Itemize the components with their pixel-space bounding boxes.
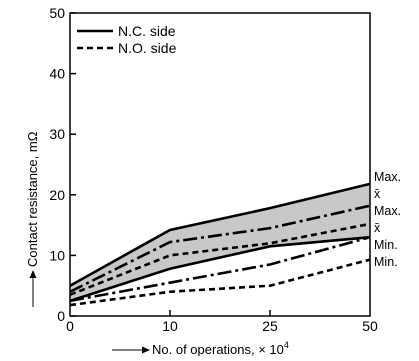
series-line-0 [69,182,371,287]
y-tick-label: 10 [49,247,65,263]
legend-label: N.O. side [118,40,177,56]
band-layer [70,183,370,301]
x-axis-label: No. of operations, × 104 [152,340,289,356]
series-line-1 [69,204,371,293]
end-label: x̄ [374,187,381,201]
tick-layer: 0 10 20 30 40 50 0 10 25 50 [49,5,378,334]
x-tick-label: 0 [66,318,74,334]
x-axis-title: No. of operations, × 104 [112,340,289,357]
series-layer [69,182,371,307]
end-labels: Max. x̄ Max. x̄ Min. Min. [374,170,401,269]
y-tick-label: 50 [49,5,65,21]
end-label: Max. [374,170,401,184]
y-axis-label: Contact resistance, mΩ [25,131,40,267]
y-axis-arrow-icon [29,270,37,278]
series-line-2 [69,235,371,303]
end-label: Min. [374,238,398,252]
x-tick-label: 25 [262,318,278,334]
band-n-c-side [70,183,370,301]
series-line-3 [69,222,371,296]
legend-label: N.C. side [118,23,176,39]
x-tick-label: 50 [362,318,378,334]
y-axis-title: Contact resistance, mΩ [25,131,40,307]
y-tick-label: 20 [49,187,65,203]
plot-frame [69,12,371,317]
x-axis-arrow-icon [142,346,150,354]
end-label: Max. [374,204,401,218]
end-label: x̄ [374,221,381,235]
y-tick-label: 30 [49,126,65,142]
series-line-4 [69,235,371,303]
x-tick-label: 10 [162,318,178,334]
end-label: Min. [374,255,398,269]
series-line-5 [69,258,371,307]
y-tick-label: 40 [49,66,65,82]
y-tick-label: 0 [57,308,65,324]
